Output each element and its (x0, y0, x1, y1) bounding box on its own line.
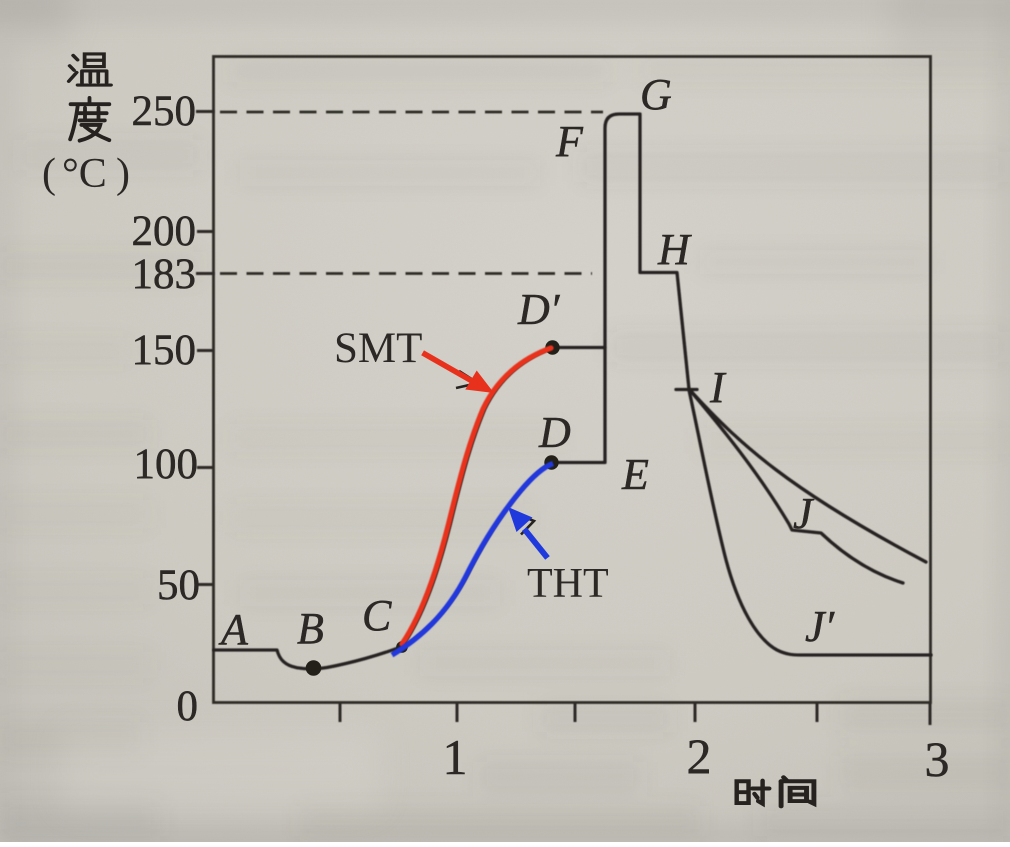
svg-text:°C: °C (62, 151, 107, 197)
svg-text:): ) (116, 151, 130, 197)
svg-text:D: D (538, 408, 571, 457)
svg-text:1: 1 (443, 729, 468, 785)
svg-text:50: 50 (157, 562, 200, 609)
svg-text:D′: D′ (517, 285, 561, 334)
svg-text:THT: THT (527, 561, 609, 607)
svg-text:A: A (218, 605, 249, 654)
svg-text:F: F (555, 117, 584, 166)
svg-text:J′: J′ (805, 602, 836, 651)
svg-text:183: 183 (132, 251, 197, 298)
svg-text:3: 3 (925, 731, 950, 787)
svg-text:G: G (640, 70, 672, 119)
svg-text:250: 250 (132, 88, 197, 135)
svg-text:H: H (657, 225, 692, 274)
svg-text:0: 0 (177, 683, 199, 730)
svg-text:E: E (621, 450, 649, 499)
svg-text:(: ( (42, 151, 56, 197)
svg-text:I: I (709, 363, 727, 412)
svg-text:100: 100 (134, 441, 199, 488)
svg-text:J: J (793, 489, 815, 538)
svg-text:B: B (297, 604, 324, 653)
svg-text:150: 150 (132, 327, 197, 374)
svg-text:SMT: SMT (334, 325, 422, 372)
svg-text:200: 200 (132, 208, 197, 255)
svg-text:C: C (362, 591, 392, 640)
svg-text:2: 2 (687, 728, 712, 784)
